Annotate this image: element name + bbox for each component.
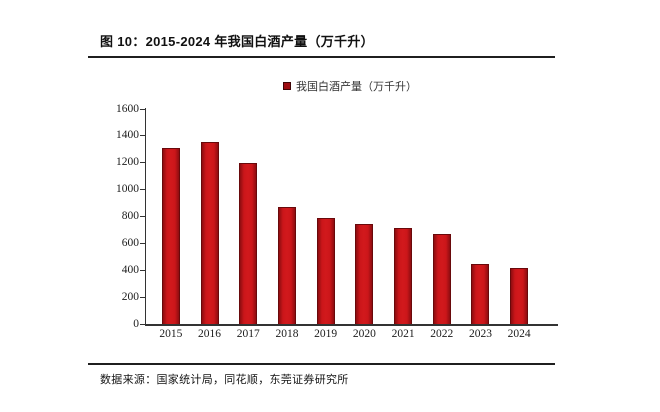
x-axis: 2015 2016 2017 2018 2019 2020 2021 2022 2023 2024 xyxy=(152,328,539,340)
chart-legend: 我国白酒产量（万千升） xyxy=(145,78,555,94)
x-tick-label-2019: 2019 xyxy=(314,328,338,340)
bar-2020 xyxy=(355,224,374,324)
y-tick-mark xyxy=(140,269,145,271)
bar-2023 xyxy=(471,263,490,324)
bar-slot xyxy=(384,109,423,324)
y-tick-label: 800 xyxy=(121,210,139,222)
bar-slot xyxy=(190,109,229,324)
source-divider-line xyxy=(88,363,555,365)
y-tick-mark xyxy=(140,108,145,110)
x-tick-label-2023: 2023 xyxy=(468,328,492,340)
x-tick-label-2024: 2024 xyxy=(507,328,531,340)
y-tick-mark xyxy=(140,216,145,217)
bar-2024 xyxy=(510,268,529,324)
bar-2015 xyxy=(161,147,180,324)
y-tick-mark xyxy=(140,162,145,164)
title-divider-line xyxy=(88,56,555,58)
bar-slot xyxy=(268,109,307,324)
legend-label: 我国白酒产量（万千升） xyxy=(296,81,417,93)
y-tick-label: 400 xyxy=(121,263,139,276)
y-tick-label: 1200 xyxy=(116,156,139,169)
bar-2019 xyxy=(316,218,335,324)
bar-2021 xyxy=(394,227,413,324)
x-tick-label-2021: 2021 xyxy=(391,328,415,340)
y-tick-mark xyxy=(140,323,145,325)
y-tick-label: 0 xyxy=(133,317,139,330)
y-tick-label: 600 xyxy=(121,236,139,249)
x-tick-label-2022: 2022 xyxy=(430,328,454,340)
x-axis-line xyxy=(144,324,558,326)
y-tick-mark xyxy=(140,189,145,191)
y-axis-line xyxy=(144,108,146,325)
y-tick-mark xyxy=(140,242,145,244)
figure-title: 图 10：2015-2024 年我国白酒产量（万千升） xyxy=(100,34,374,49)
bar-2022 xyxy=(432,233,451,324)
x-tick-label-2015: 2015 xyxy=(159,328,183,340)
y-tick-label: 1400 xyxy=(116,129,139,142)
y-tick-label: 1600 xyxy=(116,102,139,115)
x-tick-label-2017: 2017 xyxy=(236,328,260,340)
bar-slot xyxy=(500,109,539,324)
x-tick-label-2018: 2018 xyxy=(275,328,299,340)
y-tick-mark xyxy=(140,135,145,137)
bar-slot xyxy=(422,109,461,324)
bar-2016 xyxy=(200,141,219,324)
legend-swatch-icon xyxy=(283,82,291,90)
x-tick-label-2016: 2016 xyxy=(198,328,222,340)
y-tick-label: 1000 xyxy=(116,183,139,196)
bar-slot xyxy=(345,109,384,324)
x-tick-label-2020: 2020 xyxy=(352,328,376,340)
plot-area xyxy=(152,109,539,324)
bar-2018 xyxy=(277,206,296,324)
data-source-note: 数据来源：国家统计局，同花顺，东莞证券研究所 xyxy=(100,374,349,386)
bar-slot xyxy=(461,109,500,324)
bar-2017 xyxy=(239,163,258,324)
y-tick-mark xyxy=(140,296,145,298)
y-tick-label: 200 xyxy=(121,290,139,303)
bar-slot xyxy=(306,109,345,324)
bar-slot xyxy=(229,109,268,324)
bar-slot xyxy=(152,109,191,324)
